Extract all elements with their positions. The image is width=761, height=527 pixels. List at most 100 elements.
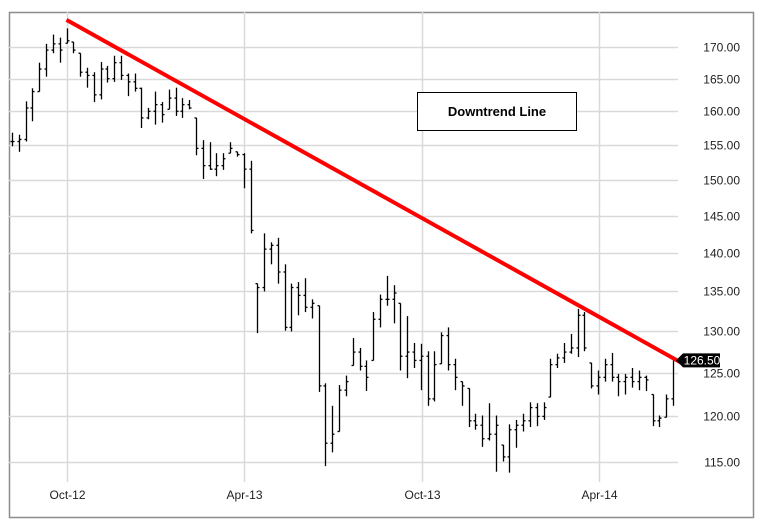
ohlc-bar bbox=[112, 55, 117, 82]
ohlc-bar bbox=[269, 242, 274, 265]
ohlc-bar bbox=[44, 43, 49, 77]
y-tick-label: 115.00 bbox=[704, 456, 740, 470]
ohlc-bar bbox=[576, 308, 581, 358]
ohlc-bar bbox=[610, 352, 615, 382]
ohlc-bar bbox=[283, 264, 288, 331]
ohlc-bar bbox=[310, 299, 315, 319]
ohlc-bar bbox=[596, 370, 601, 395]
ohlc-bar bbox=[548, 358, 553, 398]
ohlc-bar bbox=[555, 353, 560, 369]
ohlc-bar bbox=[139, 87, 144, 128]
ohlc-bar bbox=[542, 402, 547, 420]
ohlc-bar bbox=[378, 294, 383, 328]
ohlc-bar bbox=[208, 142, 213, 170]
ohlc-bar bbox=[276, 237, 281, 284]
y-tick-label: 170.00 bbox=[703, 41, 740, 55]
last-price-label: 126.50 bbox=[684, 353, 721, 367]
ohlc-bar bbox=[521, 413, 526, 432]
downtrend-line bbox=[65, 18, 683, 365]
ohlc-bar bbox=[657, 415, 662, 428]
ohlc-bar bbox=[194, 117, 199, 156]
ohlc-bar bbox=[501, 444, 506, 462]
ohlc-bar bbox=[385, 275, 390, 306]
ohlc-bar bbox=[392, 285, 397, 324]
ohlc-bar bbox=[623, 373, 628, 395]
x-tick-label: Apr-13 bbox=[226, 488, 262, 502]
x-tick-label: Apr-14 bbox=[581, 488, 617, 502]
ohlc-bar bbox=[507, 424, 512, 473]
ohlc-bar bbox=[473, 413, 478, 430]
x-tick-label: Oct-12 bbox=[49, 488, 85, 502]
ohlc-bar bbox=[562, 342, 567, 363]
ohlc-bar bbox=[201, 140, 206, 180]
ohlc-bar bbox=[419, 343, 424, 391]
x-tick-label: Oct-13 bbox=[404, 488, 440, 502]
ohlc-bar bbox=[535, 403, 540, 427]
ohlc-bar bbox=[351, 338, 356, 367]
ohlc-bar bbox=[65, 28, 70, 44]
ohlc-bar bbox=[85, 67, 90, 88]
ohlc-bar bbox=[460, 380, 465, 406]
ohlc-bar bbox=[405, 316, 410, 379]
ohlc-bar bbox=[582, 312, 587, 352]
ohlc-bar bbox=[119, 55, 124, 80]
y-tick-label: 125.00 bbox=[703, 367, 740, 381]
ohlc-bar bbox=[30, 88, 35, 122]
y-tick-label: 145.00 bbox=[703, 210, 740, 224]
ohlc-bar bbox=[398, 302, 403, 371]
ohlc-bar bbox=[487, 403, 492, 441]
ohlc-bar bbox=[17, 134, 22, 152]
ohlc-bar bbox=[78, 52, 83, 77]
ohlc-bar bbox=[651, 393, 656, 427]
ohlc-bar bbox=[303, 278, 308, 313]
ohlc-bar bbox=[146, 107, 151, 120]
ohlc-bar bbox=[589, 362, 594, 389]
ohlc-bar bbox=[24, 101, 29, 142]
y-tick-label: 130.00 bbox=[703, 325, 740, 339]
ohlc-bar bbox=[432, 351, 437, 402]
ohlc-bar bbox=[494, 415, 499, 472]
ohlc-bar bbox=[289, 283, 294, 332]
ohlc-bar bbox=[439, 332, 444, 365]
y-tick-label: 160.00 bbox=[703, 105, 740, 119]
ohlc-bar bbox=[174, 87, 179, 116]
ohlc-bar bbox=[10, 132, 15, 147]
y-tick-label: 155.00 bbox=[703, 139, 740, 153]
ohlc-bar bbox=[371, 312, 376, 362]
ohlc-bar bbox=[153, 91, 158, 125]
ohlc-bar bbox=[58, 37, 63, 63]
y-tick-label: 165.00 bbox=[703, 73, 740, 87]
ohlc-bar bbox=[167, 89, 172, 110]
ohlc-bar bbox=[358, 347, 363, 371]
ohlc-bar bbox=[603, 358, 608, 382]
ohlc-bar bbox=[262, 233, 267, 292]
ohlc-bar bbox=[105, 65, 110, 83]
ohlc-bar bbox=[569, 333, 574, 354]
ohlc-bar bbox=[133, 73, 138, 92]
ohlc-bar bbox=[37, 62, 42, 93]
ohlc-bar bbox=[467, 387, 472, 428]
ohlc-bar bbox=[249, 160, 254, 234]
ohlc-bar bbox=[630, 368, 635, 388]
ohlc-bar bbox=[71, 41, 76, 54]
ohlc-bar bbox=[528, 402, 533, 428]
ohlc-bar bbox=[480, 415, 485, 447]
ohlc-bar bbox=[664, 394, 669, 418]
ohlc-bar bbox=[51, 34, 56, 54]
ohlc-bar bbox=[644, 375, 649, 392]
ohlc-bar bbox=[221, 153, 226, 170]
ohlc-bar bbox=[317, 305, 322, 392]
annotation-downtrend-line: Downtrend Line bbox=[417, 92, 577, 131]
ohlc-bar bbox=[214, 153, 219, 177]
ohlc-bar bbox=[637, 370, 642, 391]
ohlc-bar bbox=[344, 375, 349, 397]
ohlc-bar bbox=[187, 100, 192, 110]
ohlc-bar bbox=[364, 360, 369, 392]
ohlc-bar bbox=[255, 282, 260, 334]
ohlc-bar bbox=[235, 151, 240, 157]
ohlc-bar bbox=[323, 383, 328, 467]
y-tick-label: 150.00 bbox=[703, 174, 740, 188]
ohlc-bar bbox=[92, 72, 97, 103]
ohlc-bar bbox=[228, 142, 233, 154]
